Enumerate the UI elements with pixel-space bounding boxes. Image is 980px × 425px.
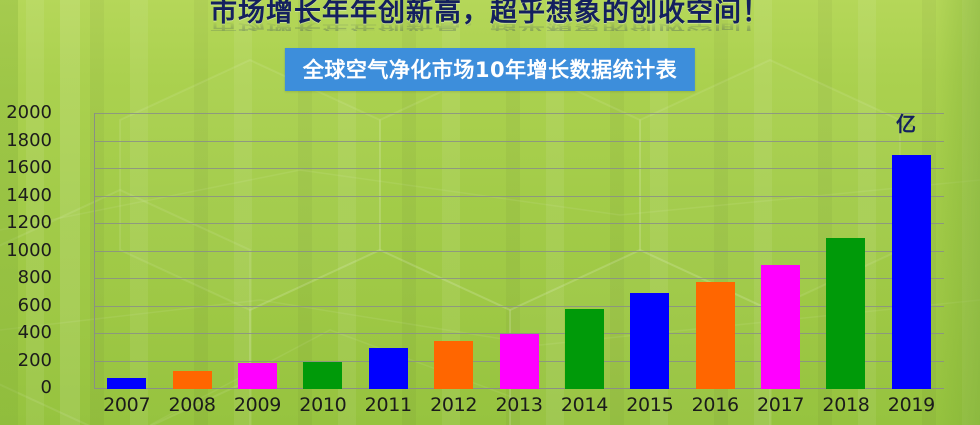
x-axis-tick-label: 2009 — [233, 394, 282, 416]
bar-slot — [356, 113, 421, 389]
gridline — [94, 223, 944, 224]
x-axis-tick-label: 2010 — [299, 394, 347, 416]
bar-slot — [159, 113, 224, 389]
y-axis-tick-label: 2000 — [6, 102, 52, 123]
bar-slot — [486, 113, 551, 389]
gridline — [94, 140, 944, 142]
page-title-reflection: 市场增长年年创新高，超乎想象的创收空间！ — [210, 19, 770, 34]
bar-series — [94, 113, 944, 389]
y-axis-unit-label-reflection: 亿 — [896, 117, 916, 129]
x-axis-tick-labels: 2007 2008 2009 2010 2011 2012 2013 2014 2015 2016… — [94, 394, 944, 416]
bar-2017[interactable] — [761, 265, 801, 389]
x-axis-tick-label: 2007 — [103, 394, 151, 416]
x-axis-tick-label: 2018 — [822, 394, 870, 416]
y-axis-tick-label: 800 — [17, 267, 52, 288]
y-axis-tick-label: 1600 — [6, 157, 52, 178]
x-axis-tick-label: 2011 — [364, 394, 412, 416]
x-axis-tick-label: 2014 — [560, 394, 608, 416]
gridline — [94, 305, 944, 307]
bar-slot — [421, 113, 486, 389]
bar-2016[interactable] — [695, 281, 735, 389]
x-axis-tick-label: 2015 — [626, 394, 674, 416]
y-axis-tick-label: 400 — [17, 322, 52, 343]
y-axis-tick-label: 0 — [40, 377, 52, 398]
x-axis-tick-label: 2013 — [495, 394, 543, 416]
bar-slot — [290, 113, 355, 389]
bar-2010[interactable] — [303, 361, 343, 389]
gridline — [94, 168, 944, 169]
x-axis-tick-label: 2008 — [168, 394, 216, 416]
bar-slot — [94, 113, 159, 389]
x-axis-tick-label: 2012 — [430, 394, 478, 416]
bar-slot — [813, 113, 878, 389]
gridline — [94, 113, 944, 114]
x-axis-tick-label: 2017 — [757, 394, 805, 416]
y-axis-tick-label: 600 — [17, 294, 52, 316]
bar-slot — [879, 113, 944, 389]
y-axis-tick-label: 1800 — [6, 129, 52, 151]
bar-2018[interactable] — [826, 237, 866, 389]
bar-slot — [617, 113, 682, 389]
bar-2014[interactable] — [564, 309, 604, 389]
chart-subtitle-banner: 全球空气净化市场10年增长数据统计表 — [284, 48, 696, 91]
gridline — [94, 333, 944, 334]
y-axis-tick-label: 200 — [17, 349, 52, 371]
y-axis-tick-label: 1000 — [6, 239, 52, 261]
bar-2019[interactable] — [891, 155, 931, 389]
bar-2007[interactable] — [107, 378, 147, 389]
page-title: 市场增长年年创新高，超乎想象的创收空间！ — [210, 0, 770, 28]
gridline — [94, 250, 944, 252]
gridline — [94, 278, 944, 279]
y-axis-unit-label: 亿 — [896, 112, 916, 136]
bar-2009[interactable] — [237, 362, 277, 389]
bar-slot — [748, 113, 813, 389]
title-block: 市场增长年年创新高，超乎想象的创收空间！ 市场增长年年创新高，超乎想象的创收空间… — [0, 0, 980, 51]
bar-2015[interactable] — [630, 292, 670, 389]
bar-2008[interactable] — [172, 371, 212, 389]
bar-2012[interactable] — [434, 340, 474, 389]
bar-slot — [683, 113, 748, 389]
bar-slot — [552, 113, 617, 389]
bar-slot — [225, 113, 290, 389]
x-axis-tick-label: 2016 — [691, 394, 739, 416]
y-axis-tick-label: 1200 — [6, 212, 52, 233]
bar-2011[interactable] — [368, 347, 408, 389]
bar-2013[interactable] — [499, 334, 539, 389]
gridline — [94, 195, 944, 197]
y-axis-tick-label: 1400 — [6, 184, 52, 206]
x-axis-tick-label: 2019 — [887, 394, 935, 416]
